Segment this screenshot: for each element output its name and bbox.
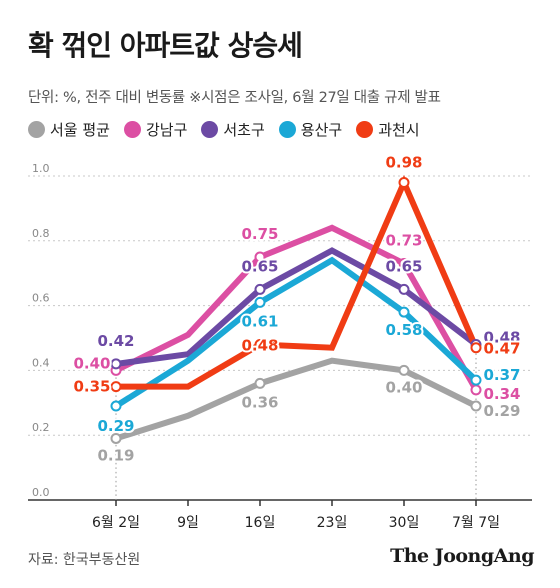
data-label: 0.36 xyxy=(241,393,278,411)
x-tick-label: 9일 xyxy=(177,515,199,531)
data-label: 0.48 xyxy=(241,336,278,354)
legend-item: 과천시 xyxy=(356,119,420,140)
legend-label: 서초구 xyxy=(223,121,265,139)
data-label: 0.42 xyxy=(97,332,134,350)
data-label-halo: 0.47 xyxy=(483,340,520,358)
data-point xyxy=(470,384,482,396)
data-point xyxy=(470,342,482,354)
legend-item: 서초구 xyxy=(201,119,265,140)
data-label: 0.75 xyxy=(241,225,278,243)
chart-title: 확 꺾인 아파트값 상승세 xyxy=(28,29,303,62)
data-label: 0.35 xyxy=(73,378,110,396)
data-point xyxy=(254,338,266,350)
x-tick-label: 6월 2일 xyxy=(92,515,140,531)
legend-label: 과천시 xyxy=(378,121,420,139)
data-label-halo: 0.40 xyxy=(385,378,422,396)
data-label-halo: 0.48 xyxy=(241,336,278,354)
data-label-halo: 0.65 xyxy=(241,257,278,275)
data-label-halo: 0.61 xyxy=(241,312,278,330)
data-label-halo: 0.73 xyxy=(385,231,422,249)
data-label-halo: 0.37 xyxy=(483,366,520,384)
data-point xyxy=(470,400,482,412)
data-label: 0.34 xyxy=(483,385,520,403)
data-label: 0.65 xyxy=(241,257,278,275)
data-label-halo: 0.19 xyxy=(97,446,134,464)
y-tick-label: 0.4 xyxy=(32,356,50,369)
legend-label: 강남구 xyxy=(145,121,188,139)
series-line xyxy=(115,247,478,367)
data-label-halo: 0.40 xyxy=(73,354,110,372)
x-tick-label: 7월 7일 xyxy=(452,515,500,531)
data-label: 0.40 xyxy=(73,354,110,372)
legend-item: 용산구 xyxy=(278,119,343,140)
data-point xyxy=(398,364,410,376)
brand-logo: The JoongAng xyxy=(390,545,534,567)
data-point xyxy=(398,176,410,188)
data-point xyxy=(398,257,410,269)
x-tick-label: 30일 xyxy=(389,515,420,531)
data-label: 0.29 xyxy=(483,402,520,420)
legend-item: 서울 평균 xyxy=(28,119,110,140)
legend-swatch xyxy=(28,121,45,138)
data-label: 0.65 xyxy=(385,257,422,275)
data-point xyxy=(110,432,122,444)
data-label: 0.48 xyxy=(483,328,520,346)
legend-swatch xyxy=(278,121,296,138)
series-line xyxy=(114,224,479,392)
x-tick-label: 16일 xyxy=(245,515,276,531)
legend-label: 용산구 xyxy=(300,121,343,139)
data-point xyxy=(110,381,122,393)
y-tick-label: 0.2 xyxy=(32,421,50,434)
data-label-halo: 0.29 xyxy=(483,402,520,420)
data-label: 0.98 xyxy=(385,153,422,171)
data-point xyxy=(110,400,122,412)
data-label: 0.29 xyxy=(97,417,134,435)
data-point xyxy=(110,358,122,370)
legend: 서울 평균 강남구 서초구 용산구 과천시 xyxy=(28,119,420,140)
data-label-halo: 0.42 xyxy=(97,332,134,350)
data-point xyxy=(254,251,266,263)
data-point xyxy=(470,374,482,386)
series-line xyxy=(116,174,479,390)
legend-label: 서울 평균 xyxy=(50,121,110,139)
data-label-halo: 0.75 xyxy=(241,225,278,243)
legend-item: 강남구 xyxy=(123,119,188,140)
data-point xyxy=(254,377,266,389)
source-note: 자료: 한국부동산원 xyxy=(28,552,141,568)
data-label: 0.40 xyxy=(385,378,422,396)
data-point xyxy=(254,296,266,308)
x-tick-label: 23일 xyxy=(317,515,348,531)
chart-subtitle: 단위: %, 전주 대비 변동률 ※시점은 조사일, 6월 27일 대출 규제 … xyxy=(28,90,441,106)
y-tick-label: 1.0 xyxy=(32,162,50,175)
data-label: 0.19 xyxy=(97,446,134,464)
y-tick-label: 0.8 xyxy=(32,227,50,240)
data-label-halo: 0.36 xyxy=(241,393,278,411)
legend-swatch xyxy=(356,121,374,138)
data-label-halo: 0.29 xyxy=(97,417,134,435)
data-point xyxy=(398,306,410,318)
data-label: 0.47 xyxy=(483,340,520,358)
series-line xyxy=(115,357,478,442)
data-label-halo: 0.34 xyxy=(483,385,520,403)
y-tick-label: 0.6 xyxy=(32,292,50,305)
data-label-halo: 0.48 xyxy=(483,328,520,346)
legend-swatch xyxy=(201,121,219,138)
series-line xyxy=(114,256,479,409)
data-label: 0.58 xyxy=(385,321,422,339)
legend-swatch xyxy=(123,121,141,138)
data-label-halo: 0.65 xyxy=(385,257,422,275)
data-point xyxy=(254,283,266,295)
data-label-halo: 0.58 xyxy=(385,321,422,339)
data-label-halo: 0.35 xyxy=(73,378,110,396)
y-tick-label: 0.0 xyxy=(32,486,50,499)
data-label: 0.37 xyxy=(483,366,520,384)
data-label-halo: 0.98 xyxy=(385,153,422,171)
data-label: 0.61 xyxy=(241,312,278,330)
data-label: 0.73 xyxy=(385,231,422,249)
data-point xyxy=(398,283,410,295)
